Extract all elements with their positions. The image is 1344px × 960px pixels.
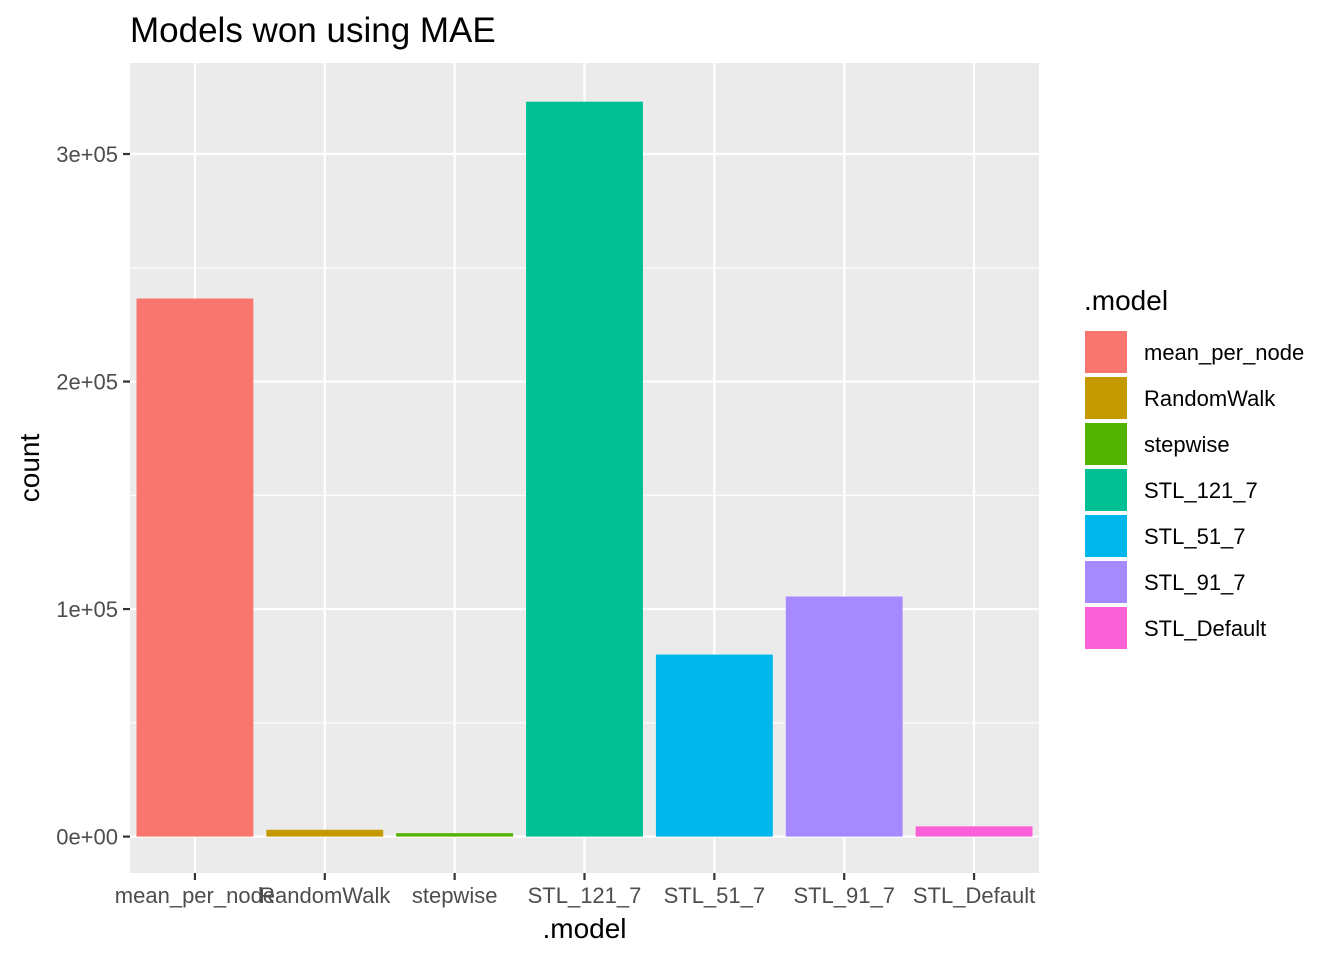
bar-randomwalk: [266, 829, 384, 837]
y-tick-label: 3e+05: [56, 142, 118, 167]
x-tick-label: mean_per_node: [115, 883, 275, 908]
legend-swatch: [1085, 561, 1127, 603]
bar-stl-121-7: [526, 101, 643, 837]
x-tick-label: STL_Default: [913, 883, 1035, 908]
y-axis-title: count: [14, 434, 45, 503]
x-tick-label: stepwise: [412, 883, 498, 908]
legend-swatch: [1085, 331, 1127, 373]
bar-stl-51-7: [655, 654, 773, 837]
legend-swatch: [1085, 423, 1127, 465]
legend-swatch: [1085, 515, 1127, 557]
bars: [136, 101, 1033, 837]
x-tick-label: STL_91_7: [793, 883, 895, 908]
legend-label: STL_91_7: [1144, 570, 1246, 595]
bar-stl-91-7: [785, 596, 903, 837]
x-tick-label: RandomWalk: [259, 883, 391, 908]
y-tick-label: 0e+00: [56, 825, 118, 850]
legend-label: STL_51_7: [1144, 524, 1246, 549]
x-tick-label: STL_51_7: [664, 883, 766, 908]
legend-label: stepwise: [1144, 432, 1230, 457]
legend-swatch: [1085, 607, 1127, 649]
legend-label: RandomWalk: [1144, 386, 1276, 411]
y-tick-label: 1e+05: [56, 597, 118, 622]
x-tick-label: STL_121_7: [528, 883, 642, 908]
legend-title: .model: [1084, 285, 1168, 316]
legend-swatch: [1085, 469, 1127, 511]
y-axis: 0e+00 1e+05 2e+05 3e+05: [56, 142, 130, 850]
legend-label: STL_121_7: [1144, 478, 1258, 503]
bar-stl-default: [915, 826, 1033, 837]
legend-label: STL_Default: [1144, 616, 1266, 641]
bar-mean-per-node: [136, 298, 254, 837]
x-axis-title: .model: [542, 913, 626, 944]
legend-swatch: [1085, 377, 1127, 419]
chart-title: Models won using MAE: [130, 11, 496, 50]
y-tick-label: 2e+05: [56, 370, 118, 395]
legend: .model mean_per_node RandomWalk stepwise ST…: [1084, 285, 1304, 650]
legend-label: mean_per_node: [1144, 340, 1304, 365]
legend-items: mean_per_node RandomWalk stepwise STL_121_7…: [1084, 330, 1304, 650]
bar-stepwise: [396, 833, 514, 837]
